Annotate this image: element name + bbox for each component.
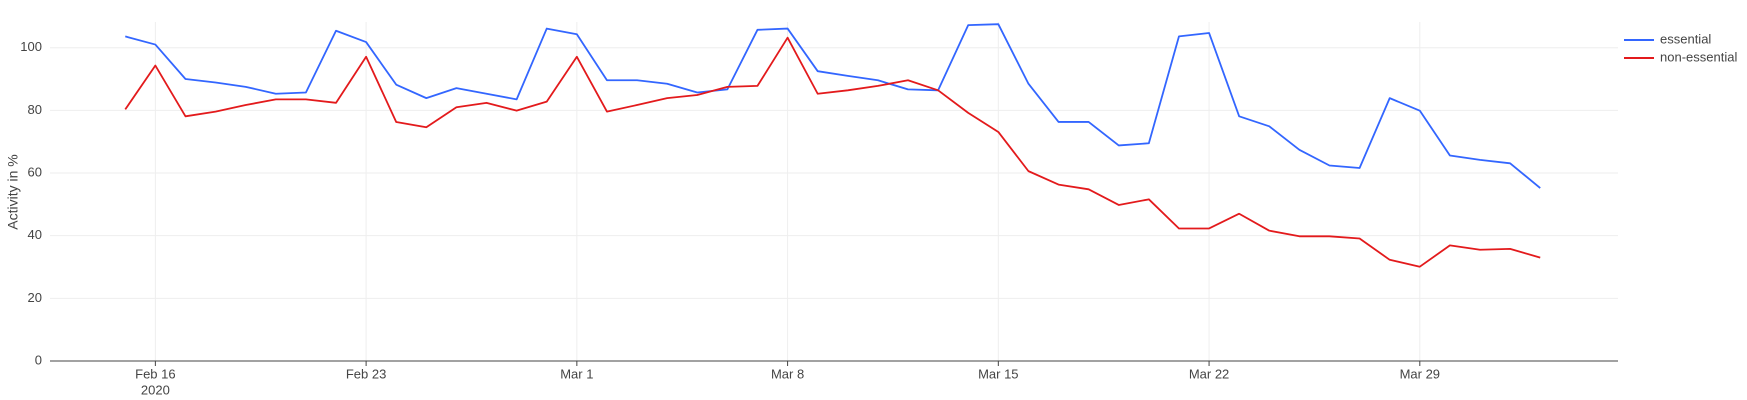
series-line <box>125 23 1541 189</box>
legend-label: essential <box>1660 31 1711 46</box>
y-tick-label: 40 <box>28 227 42 242</box>
y-axis-title: Activity in % <box>5 154 21 229</box>
series-line <box>124 36 1541 268</box>
x-tick-label: Feb 23 <box>346 366 386 381</box>
x-tick-label: Mar 22 <box>1189 366 1229 381</box>
y-tick-label: 80 <box>28 102 42 117</box>
y-tick-label: 0 <box>35 352 42 367</box>
legend-label: non-essential <box>1660 49 1737 64</box>
x-tick-label: Mar 8 <box>771 366 804 381</box>
x-tick-label: Feb 16 <box>135 366 175 381</box>
y-tick-label: 20 <box>28 290 42 305</box>
x-tick-label: Mar 29 <box>1400 366 1440 381</box>
y-tick-label: 60 <box>28 164 42 179</box>
x-tick-label: Mar 1 <box>560 366 593 381</box>
x-tick-label: Mar 15 <box>978 366 1018 381</box>
y-tick-label: 100 <box>20 39 42 54</box>
x-tick-sublabel: 2020 <box>141 382 170 397</box>
